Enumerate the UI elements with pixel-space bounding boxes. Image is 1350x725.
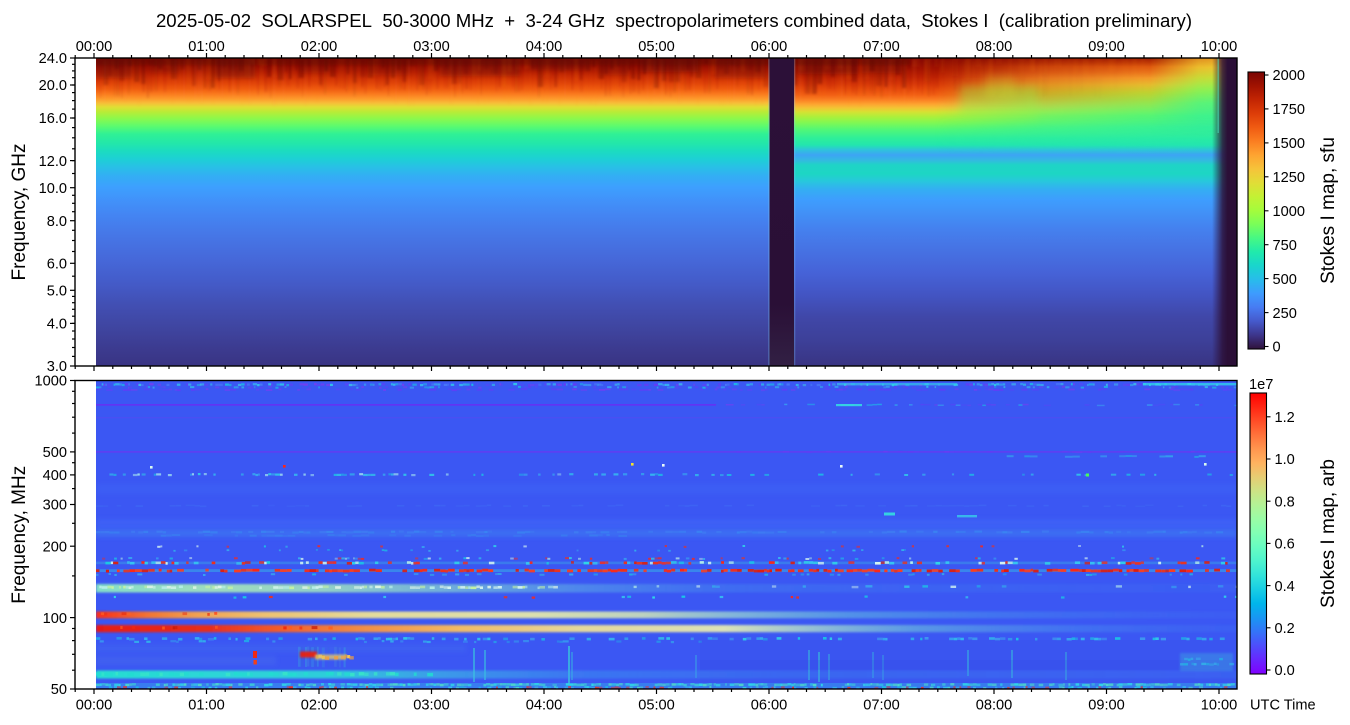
svg-text:0.0: 0.0 xyxy=(1275,663,1295,679)
svg-text:10:00: 10:00 xyxy=(1201,39,1238,55)
svg-text:09:00: 09:00 xyxy=(1088,39,1125,55)
svg-text:04:00: 04:00 xyxy=(526,39,563,55)
svg-text:1500: 1500 xyxy=(1273,136,1305,152)
svg-text:00:00: 00:00 xyxy=(76,698,113,714)
svg-text:01:00: 01:00 xyxy=(188,39,225,55)
svg-text:400: 400 xyxy=(43,468,67,484)
svg-text:8.0: 8.0 xyxy=(47,214,67,230)
svg-text:Stokes I map, sfu: Stokes I map, sfu xyxy=(1318,137,1339,284)
svg-text:1000: 1000 xyxy=(1273,204,1305,220)
svg-text:1750: 1750 xyxy=(1273,102,1305,118)
svg-text:500: 500 xyxy=(43,445,67,461)
svg-text:Stokes I map, arb: Stokes I map, arb xyxy=(1318,459,1339,608)
svg-text:00:00: 00:00 xyxy=(76,39,113,55)
svg-text:250: 250 xyxy=(1273,306,1297,322)
svg-text:03:00: 03:00 xyxy=(413,698,450,714)
svg-text:06:00: 06:00 xyxy=(751,39,788,55)
svg-text:08:00: 08:00 xyxy=(976,39,1013,55)
svg-text:0: 0 xyxy=(1273,340,1281,356)
svg-text:2000: 2000 xyxy=(1273,68,1305,84)
svg-text:0.8: 0.8 xyxy=(1275,494,1295,510)
svg-text:02:00: 02:00 xyxy=(301,39,338,55)
svg-text:1e7: 1e7 xyxy=(1249,377,1273,393)
svg-text:01:00: 01:00 xyxy=(188,698,225,714)
svg-text:1.2: 1.2 xyxy=(1275,410,1295,426)
svg-text:50: 50 xyxy=(51,682,67,698)
svg-text:6.0: 6.0 xyxy=(47,257,67,273)
svg-text:07:00: 07:00 xyxy=(863,698,900,714)
svg-text:4.0: 4.0 xyxy=(47,317,67,333)
svg-text:0.6: 0.6 xyxy=(1275,537,1295,553)
svg-text:03:00: 03:00 xyxy=(413,39,450,55)
svg-text:09:00: 09:00 xyxy=(1088,698,1125,714)
svg-text:20.0: 20.0 xyxy=(39,78,67,94)
svg-text:100: 100 xyxy=(43,611,67,627)
svg-text:10.0: 10.0 xyxy=(39,181,67,197)
svg-text:200: 200 xyxy=(43,539,67,555)
svg-text:24.0: 24.0 xyxy=(39,51,67,67)
svg-text:1000: 1000 xyxy=(35,374,67,390)
svg-text:08:00: 08:00 xyxy=(976,698,1013,714)
svg-text:1.0: 1.0 xyxy=(1275,452,1295,468)
svg-text:07:00: 07:00 xyxy=(863,39,900,55)
svg-text:3.0: 3.0 xyxy=(47,359,67,375)
svg-text:300: 300 xyxy=(43,498,67,514)
svg-text:750: 750 xyxy=(1273,238,1297,254)
svg-text:10:00: 10:00 xyxy=(1201,698,1238,714)
svg-text:0.4: 0.4 xyxy=(1275,579,1295,595)
svg-text:Frequency, GHz: Frequency, GHz xyxy=(9,144,30,281)
svg-text:16.0: 16.0 xyxy=(39,111,67,127)
svg-text:UTC Time: UTC Time xyxy=(1250,698,1316,714)
svg-text:06:00: 06:00 xyxy=(751,698,788,714)
svg-text:Frequency, MHz: Frequency, MHz xyxy=(9,466,30,604)
svg-text:04:00: 04:00 xyxy=(526,698,563,714)
svg-text:0.2: 0.2 xyxy=(1275,621,1295,637)
svg-text:05:00: 05:00 xyxy=(638,698,675,714)
svg-text:1250: 1250 xyxy=(1273,170,1305,186)
svg-text:05:00: 05:00 xyxy=(638,39,675,55)
svg-text:500: 500 xyxy=(1273,272,1297,288)
svg-text:2025-05-02 SOLARSPEL 50-3000: 2025-05-02 SOLARSPEL 50-3000 MHz + 3-24 … xyxy=(156,10,1192,31)
svg-text:12.0: 12.0 xyxy=(39,154,67,170)
svg-text:5.0: 5.0 xyxy=(47,284,67,300)
svg-text:02:00: 02:00 xyxy=(301,698,338,714)
